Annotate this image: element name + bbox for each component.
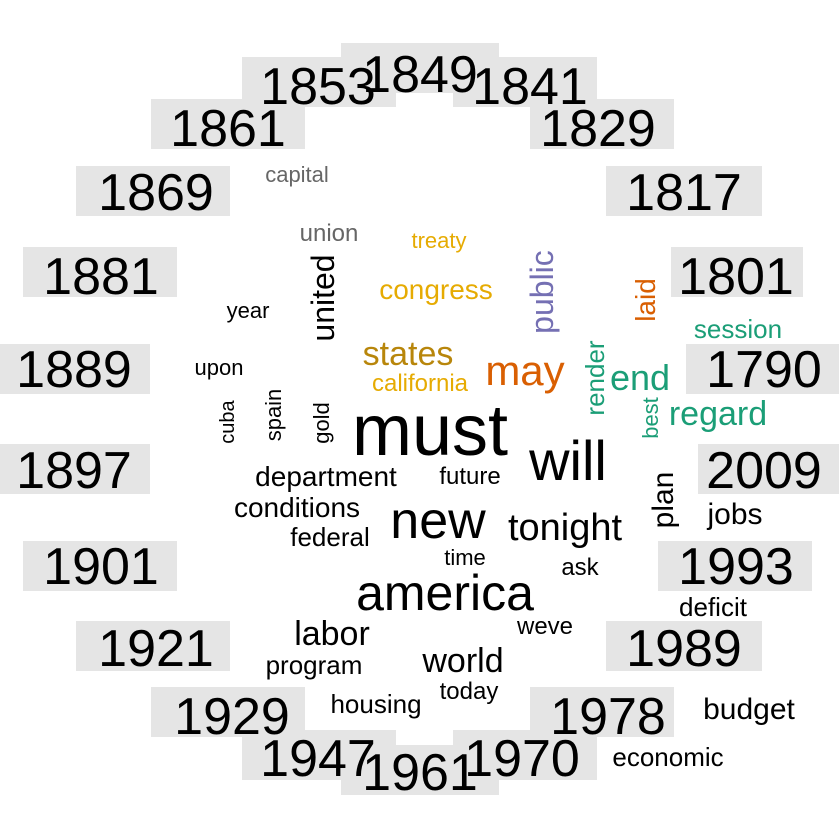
word-today: today [440,678,499,705]
word-public: public [524,250,560,334]
word-department: department [255,461,397,492]
word-time: time [444,545,486,570]
word-end: end [610,357,670,398]
word-tonight: tonight [508,507,623,549]
year-box-1853 [242,57,396,107]
year-box-1881 [23,247,177,297]
word-best: best [638,397,663,439]
year-label-1817: 1817 [626,164,742,222]
year-label-1881: 1881 [43,248,159,306]
year-label-1861: 1861 [170,100,286,158]
year-box-1790 [686,344,839,394]
word-ask: ask [561,554,599,581]
year-label-1801: 1801 [678,248,794,306]
year-box-1929 [151,687,305,737]
word-economic: economic [612,742,723,772]
word-jobs: jobs [706,498,762,531]
year-label-1901: 1901 [43,538,159,596]
word-program: program [266,650,363,680]
word-capital: capital [265,162,329,187]
word-housing: housing [330,689,421,719]
word-america: america [356,565,534,621]
year-box-1861 [151,99,305,149]
year-label-1989: 1989 [626,620,742,678]
word-states: states [363,335,454,373]
word-gold: gold [309,402,334,444]
word-upon: upon [195,355,244,380]
word-federal: federal [290,522,370,552]
year-label-1921: 1921 [98,620,214,678]
year-box-1817 [606,166,762,216]
word-treaty: treaty [411,228,466,253]
word-deficit: deficit [679,592,748,622]
year-label-1889: 1889 [16,341,132,399]
word-new: new [390,492,486,550]
year-label-1929: 1929 [174,688,290,746]
word-must: must [352,391,508,471]
word-session: session [694,314,782,344]
word-conditions: conditions [234,492,360,523]
word-will: will [528,429,607,492]
word-congress: congress [379,274,493,305]
word-future: future [439,463,500,490]
word-year: year [227,298,270,323]
word-render: render [580,340,610,415]
year-label-1841: 1841 [472,58,588,116]
word-budget: budget [703,693,795,726]
year-label-1853: 1853 [260,58,376,116]
word-world: world [421,642,503,680]
year-label-1849: 1849 [362,46,478,104]
year-box-1869 [76,166,230,216]
year-box-1921 [76,621,230,671]
year-label-1897: 1897 [16,442,132,500]
year-label-1947: 1947 [260,730,376,788]
word-united: united [305,254,341,341]
year-label-1961: 1961 [362,744,478,802]
year-box-1978 [530,687,674,737]
year-label-1993: 1993 [678,538,794,596]
word-may: may [485,347,564,394]
year-label-boxes [0,43,839,795]
year-box-1993 [658,541,812,591]
year-label-1829: 1829 [540,100,656,158]
year-box-1901 [23,541,177,591]
word-labor: labor [294,615,370,653]
year-box-2009 [698,444,839,494]
word-california: california [372,370,469,397]
year-label-1790: 1790 [706,341,822,399]
word-plan: plan [647,472,680,529]
word-union: union [300,220,359,247]
year-box-1801 [671,247,803,297]
year-box-1970 [453,730,597,780]
year-label-2009: 2009 [706,442,822,500]
year-box-1829 [530,99,674,149]
year-box-1889 [0,344,150,394]
year-label-1970: 1970 [464,730,580,788]
year-box-1897 [0,444,150,494]
word-regard: regard [669,395,767,433]
word-laid: laid [630,278,661,322]
year-box-1989 [606,621,762,671]
word-weve: weve [516,613,573,640]
year-label-1869: 1869 [98,164,214,222]
word-cuba: cuba [217,399,239,443]
word-spain: spain [261,389,286,442]
year-label-1978: 1978 [550,688,666,746]
